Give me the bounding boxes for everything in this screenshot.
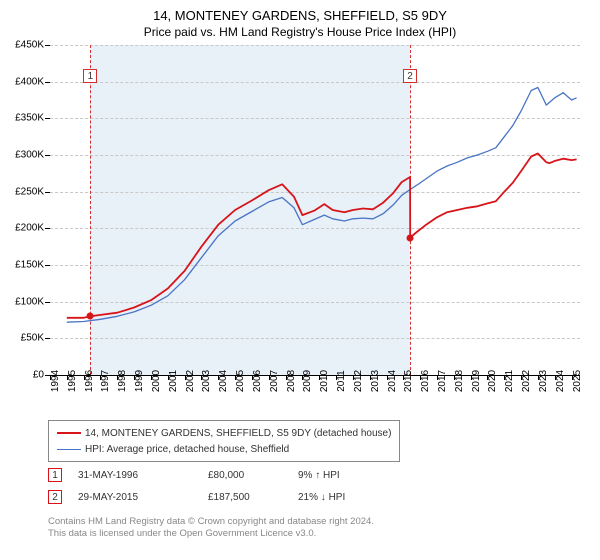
y-axis-label: £200K — [15, 223, 44, 234]
legend-swatch — [57, 449, 81, 450]
x-axis-label: 2012 — [353, 370, 364, 392]
x-axis-label: 2023 — [538, 370, 549, 392]
y-axis-label: £0 — [33, 370, 44, 381]
reference-price: £187,500 — [208, 492, 298, 503]
y-axis-label: £150K — [15, 260, 44, 271]
x-axis-label: 2020 — [487, 370, 498, 392]
x-axis-label: 1996 — [84, 370, 95, 392]
x-axis-label: 2014 — [387, 370, 398, 392]
x-axis-label: 2005 — [235, 370, 246, 392]
footer-line1: Contains HM Land Registry data © Crown c… — [48, 516, 374, 528]
x-axis-label: 2016 — [420, 370, 431, 392]
x-axis-label: 2021 — [504, 370, 515, 392]
x-axis-label: 2001 — [168, 370, 179, 392]
x-axis-label: 2022 — [521, 370, 532, 392]
chart-subtitle: Price paid vs. HM Land Registry's House … — [0, 23, 600, 39]
chart-title: 14, MONTENEY GARDENS, SHEFFIELD, S5 9DY — [0, 0, 600, 23]
chart-area: 12 £0£50K£100K£150K£200K£250K£300K£350K£… — [50, 45, 580, 405]
legend-item: HPI: Average price, detached house, Shef… — [57, 441, 391, 457]
footer-attribution: Contains HM Land Registry data © Crown c… — [48, 516, 374, 541]
x-axis-label: 2002 — [185, 370, 196, 392]
reference-date: 29-MAY-2015 — [78, 492, 208, 503]
x-axis-label: 2018 — [454, 370, 465, 392]
y-axis-label: £400K — [15, 76, 44, 87]
y-axis-label: £350K — [15, 113, 44, 124]
reference-price: £80,000 — [208, 470, 298, 481]
reference-pct: 21% ↓ HPI — [298, 492, 408, 503]
reference-rows: 1 31-MAY-1996£80,0009% ↑ HPI 2 29-MAY-2015£… — [48, 464, 408, 508]
footer-line2: This data is licensed under the Open Gov… — [48, 528, 374, 540]
x-axis-label: 1997 — [100, 370, 111, 392]
data-point-marker — [407, 234, 414, 241]
reference-marker-box: 1 — [48, 468, 62, 482]
legend-swatch — [57, 432, 81, 434]
x-axis-label: 2011 — [336, 370, 347, 392]
y-axis-label: £250K — [15, 186, 44, 197]
y-axis-label: £300K — [15, 150, 44, 161]
series-line — [67, 154, 577, 318]
x-axis-label: 2025 — [572, 370, 583, 392]
x-axis-label: 2013 — [370, 370, 381, 392]
x-axis-label: 1994 — [50, 370, 61, 392]
x-axis-label: 2004 — [218, 370, 229, 392]
data-point-marker — [87, 313, 94, 320]
x-axis-label: 2015 — [403, 370, 414, 392]
x-axis-label: 1998 — [117, 370, 128, 392]
x-axis-label: 2019 — [471, 370, 482, 392]
reference-pct: 9% ↑ HPI — [298, 470, 408, 481]
x-axis-label: 1995 — [67, 370, 78, 392]
x-axis-label: 2003 — [201, 370, 212, 392]
x-axis-label: 2008 — [286, 370, 297, 392]
x-axis-label: 2017 — [437, 370, 448, 392]
x-axis-label: 2006 — [252, 370, 263, 392]
plot-area: 12 — [50, 45, 580, 376]
x-axis-label: 2009 — [302, 370, 313, 392]
y-axis-label: £450K — [15, 40, 44, 51]
reference-marker-box: 2 — [48, 490, 62, 504]
event-marker-box: 2 — [403, 69, 417, 83]
reference-row: 2 29-MAY-2015£187,50021% ↓ HPI — [48, 486, 408, 508]
x-axis-label: 1999 — [134, 370, 145, 392]
reference-row: 1 31-MAY-1996£80,0009% ↑ HPI — [48, 464, 408, 486]
x-axis-label: 2010 — [319, 370, 330, 392]
x-axis-label: 2024 — [555, 370, 566, 392]
x-axis-label: 2007 — [269, 370, 280, 392]
series-svg — [50, 45, 580, 375]
reference-date: 31-MAY-1996 — [78, 470, 208, 481]
y-axis-label: £100K — [15, 296, 44, 307]
x-axis-label: 2000 — [151, 370, 162, 392]
legend-label: 14, MONTENEY GARDENS, SHEFFIELD, S5 9DY … — [85, 428, 391, 439]
event-marker-box: 1 — [83, 69, 97, 83]
legend-item: 14, MONTENEY GARDENS, SHEFFIELD, S5 9DY … — [57, 425, 391, 441]
y-axis-label: £50K — [21, 333, 44, 344]
legend-label: HPI: Average price, detached house, Shef… — [85, 444, 289, 455]
legend: 14, MONTENEY GARDENS, SHEFFIELD, S5 9DY … — [48, 420, 400, 462]
